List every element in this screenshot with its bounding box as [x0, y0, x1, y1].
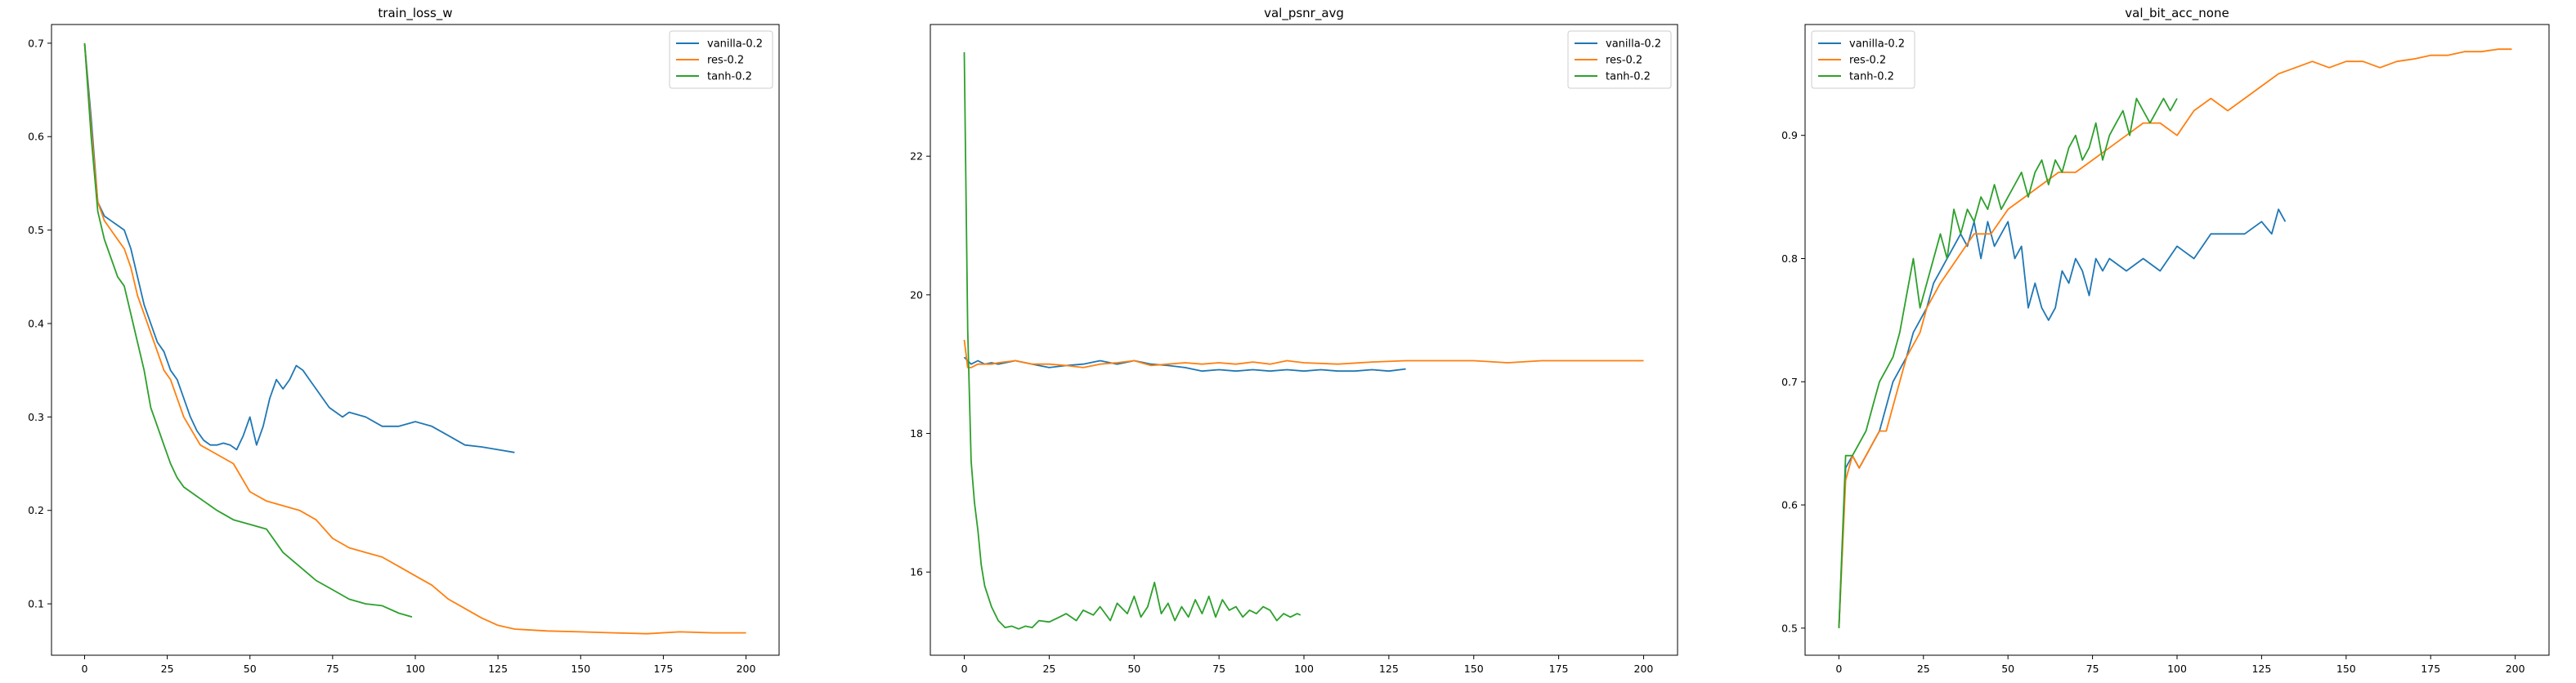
series-line-tanh-0.2	[963, 51, 1301, 630]
x-tick-label: 175	[1549, 663, 1569, 675]
x-tick-label: 100	[405, 663, 425, 675]
y-tick-label: 0.9	[1781, 129, 1798, 141]
x-tick-label: 150	[2336, 663, 2356, 675]
x-tick-label: 100	[1294, 663, 1314, 675]
legend-label: vanilla-0.2	[1849, 38, 1905, 51]
series-line-tanh-0.2	[83, 42, 413, 618]
x-tick-label: 175	[2421, 663, 2440, 675]
legend: vanilla-0.2 res-0.2 tanh-0.2	[669, 30, 773, 89]
chart-0: train_loss_w 0 25 50 75 100 125 150 175 200 0.1 0.2…	[28, 6, 780, 675]
x-tick-label: 200	[2506, 663, 2525, 675]
x-tick-label: 25	[161, 663, 174, 675]
legend-label: tanh-0.2	[1849, 71, 1894, 83]
chart-title: val_psnr_avg	[1264, 6, 1344, 21]
legend-label: tanh-0.2	[1606, 71, 1651, 83]
x-tick-label: 125	[1379, 663, 1399, 675]
x-tick-label: 50	[1127, 663, 1140, 675]
y-tick-label: 0.6	[28, 131, 44, 143]
x-tick-label: 200	[737, 663, 756, 675]
x-tick-label: 0	[81, 663, 87, 675]
y-tick-label: 22	[910, 150, 923, 163]
y-tick-label: 0.5	[28, 224, 44, 236]
legend: vanilla-0.2 res-0.2 tanh-0.2	[1567, 30, 1672, 89]
legend-label: vanilla-0.2	[1606, 38, 1661, 51]
y-tick-label: 0.3	[28, 411, 44, 423]
chart-title: train_loss_w	[378, 6, 452, 21]
x-tick-label: 75	[326, 663, 339, 675]
legend-label: vanilla-0.2	[707, 38, 763, 51]
x-tick-label: 125	[488, 663, 508, 675]
axes-frame	[1804, 24, 2550, 656]
series-line-tanh-0.2	[1838, 97, 2178, 628]
legend: vanilla-0.2 res-0.2 tanh-0.2	[1811, 30, 1915, 89]
x-tick-label: 75	[1212, 663, 1225, 675]
x-tick-label: 100	[2167, 663, 2187, 675]
x-tick-label: 200	[1634, 663, 1654, 675]
x-tick-label: 25	[1917, 663, 1930, 675]
series-line-res-0.2	[83, 42, 746, 635]
series-line-vanilla-0.2	[1838, 208, 2287, 628]
y-tick-label: 20	[910, 288, 923, 301]
x-tick-label: 175	[653, 663, 673, 675]
x-tick-label: 125	[2251, 663, 2271, 675]
x-tick-label: 0	[961, 663, 968, 675]
axes-frame	[51, 24, 780, 656]
x-tick-label: 50	[244, 663, 257, 675]
legend-label: res-0.2	[1606, 55, 1642, 67]
x-tick-label: 150	[1464, 663, 1484, 675]
y-tick-label: 16	[910, 566, 923, 578]
legend-box	[1811, 30, 1915, 89]
y-tick-label: 0.7	[28, 37, 44, 49]
x-tick-label: 25	[1042, 663, 1055, 675]
chart-title: val_bit_acc_none	[2125, 6, 2229, 21]
legend-label: tanh-0.2	[707, 71, 752, 83]
x-tick-label: 50	[2001, 663, 2014, 675]
series-line-res-0.2	[963, 339, 1644, 368]
y-tick-label: 0.2	[28, 504, 44, 516]
legend-label: res-0.2	[707, 55, 744, 67]
x-tick-label: 150	[571, 663, 590, 675]
y-tick-label: 0.6	[1781, 499, 1798, 511]
series-line-vanilla-0.2	[83, 42, 515, 453]
axes-frame	[930, 24, 1678, 656]
chart-1: val_psnr_avg 0 25 50 75 100 125 150 175 200 16 18 20…	[910, 6, 1678, 675]
chart-2: val_bit_acc_none 0 25 50 75 100 125 150 175 200 0.…	[1781, 6, 2550, 675]
x-tick-label: 0	[1835, 663, 1842, 675]
y-tick-label: 0.7	[1781, 376, 1798, 388]
legend-box	[1567, 30, 1672, 89]
legend-box	[669, 30, 773, 89]
legend-label: res-0.2	[1849, 55, 1886, 67]
y-tick-label: 0.4	[28, 317, 44, 329]
series-line-res-0.2	[1838, 48, 2512, 628]
y-tick-label: 0.8	[1781, 252, 1798, 265]
y-tick-label: 0.1	[28, 598, 44, 610]
y-tick-label: 0.5	[1781, 622, 1798, 634]
y-tick-label: 18	[910, 427, 923, 440]
x-tick-label: 75	[2086, 663, 2099, 675]
